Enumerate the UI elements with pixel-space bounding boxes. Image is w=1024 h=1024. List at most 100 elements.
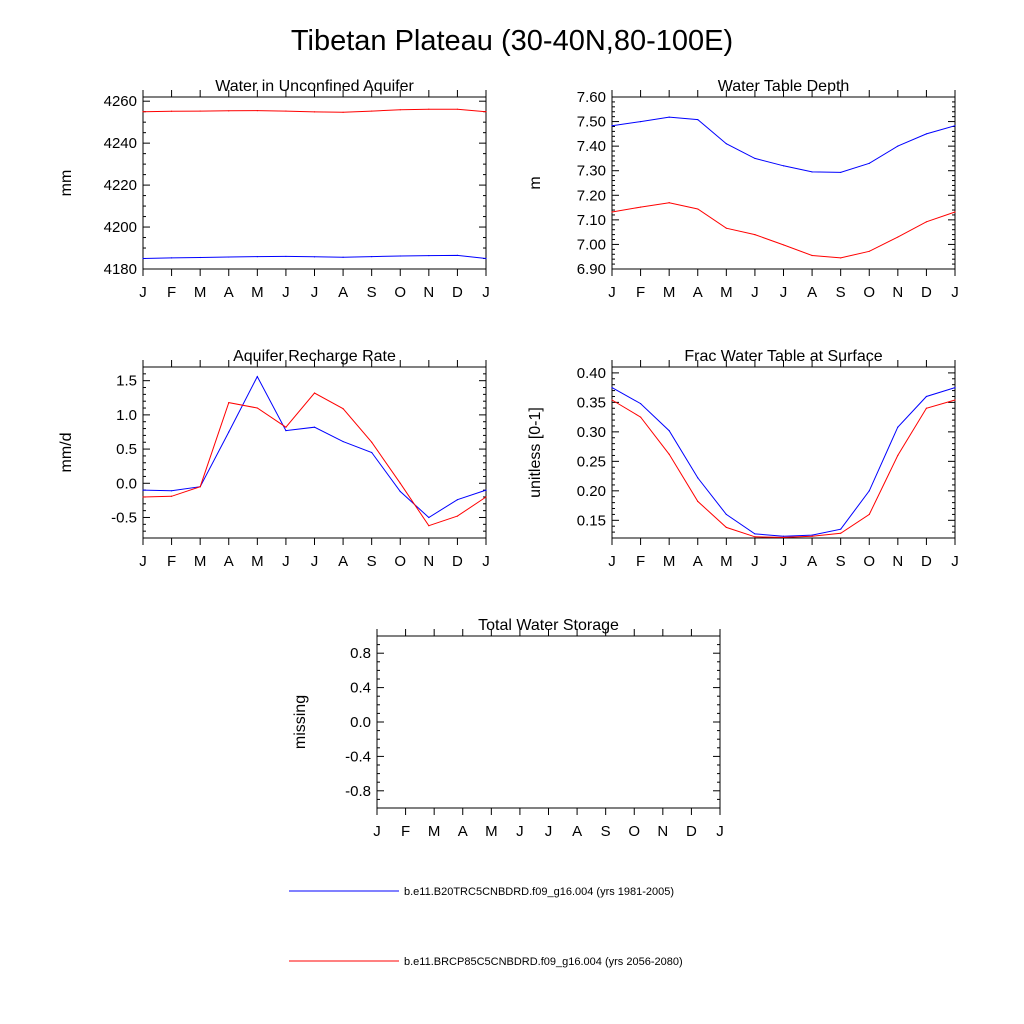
x-tick-label: J	[373, 823, 381, 840]
data-point	[485, 496, 487, 498]
data-point	[811, 171, 813, 173]
data-point	[868, 162, 870, 164]
x-tick-label: A	[224, 284, 234, 301]
x-tick-label: J	[751, 284, 759, 301]
y-tick-label: 4220	[104, 177, 137, 194]
data-point	[782, 535, 785, 537]
panel-wtd: Water Table Depth 6.90 7.00 7.10 7.20 7.30 7.4…	[527, 78, 959, 301]
data-point	[199, 486, 201, 488]
legend-label-historical: b.e11.B20TRC5CNBDRD.f09_g16.004 (yrs 198…	[404, 886, 674, 898]
x-tick-label: J	[139, 284, 147, 301]
data-point	[313, 426, 316, 428]
x-tick-label: J	[780, 553, 788, 570]
data-point	[925, 395, 928, 398]
data-point	[285, 430, 287, 432]
y-tick-label: 0.15	[577, 512, 606, 529]
x-tick-label: F	[167, 553, 176, 570]
data-point	[668, 453, 670, 455]
data-point	[697, 119, 699, 121]
data-point	[897, 145, 899, 147]
data-point	[399, 482, 401, 484]
data-point	[611, 211, 613, 213]
x-tick-label: J	[608, 284, 616, 301]
x-tick-label: M	[194, 553, 207, 570]
data-point	[782, 244, 785, 246]
data-point	[285, 110, 287, 112]
data-point	[925, 221, 928, 223]
y-axis-label: unitless [0-1]	[527, 407, 544, 498]
data-point	[725, 526, 727, 528]
y-tick-label: 7.20	[577, 187, 606, 204]
data-point	[611, 399, 613, 401]
panel-title: Total Water Storage	[478, 617, 619, 634]
y-tick-label: 4260	[104, 93, 137, 110]
data-point	[199, 110, 201, 112]
data-point	[639, 120, 642, 123]
data-point	[285, 426, 287, 428]
x-tick-label: J	[780, 284, 788, 301]
data-point	[428, 525, 430, 527]
y-tick-label: -0.5	[111, 509, 137, 526]
data-point	[725, 143, 727, 145]
data-point	[754, 536, 756, 538]
data-point	[399, 109, 401, 111]
data-point	[256, 256, 258, 258]
data-point	[371, 256, 373, 258]
y-tick-label: 7.40	[577, 138, 606, 155]
y-tick-label: 0.8	[350, 645, 371, 662]
x-tick-label: A	[338, 284, 348, 301]
panel-fracsat: Frac Water Table at Surface 0.15 0.20 0.25 0…	[527, 348, 959, 570]
data-point	[170, 490, 173, 492]
panel-title: Aquifer Recharge Rate	[233, 348, 396, 365]
chart-panels: Water in Unconfined Aquifer 4180 4200 4220 4…	[58, 78, 959, 840]
y-tick-label: 4240	[104, 135, 137, 152]
data-point	[840, 528, 842, 530]
data-point	[256, 375, 258, 378]
data-point	[754, 234, 756, 236]
data-point	[456, 108, 459, 110]
x-tick-label: J	[951, 553, 959, 570]
plot-frame	[142, 96, 487, 270]
data-point	[697, 500, 699, 503]
data-point	[428, 516, 430, 519]
y-tick-label: 4200	[104, 219, 137, 236]
y-tick-label: 0.5	[116, 441, 137, 458]
data-point	[456, 499, 459, 501]
data-point	[428, 108, 430, 110]
data-point	[285, 255, 287, 258]
series-line-0	[611, 116, 956, 173]
x-tick-label: D	[921, 553, 932, 570]
x-tick-label: S	[367, 284, 377, 301]
data-point	[639, 402, 642, 405]
data-point	[840, 532, 842, 534]
data-point	[228, 401, 230, 404]
data-point	[725, 513, 727, 516]
y-axis-label: missing	[292, 695, 309, 749]
x-tick-label: A	[807, 284, 817, 301]
x-tick-label: J	[516, 823, 524, 840]
data-point	[142, 496, 144, 498]
y-tick-label: 0.20	[577, 483, 606, 500]
x-tick-label: A	[693, 553, 703, 570]
data-point	[142, 111, 144, 113]
data-point	[342, 408, 344, 410]
data-point	[782, 165, 785, 167]
data-point	[954, 387, 956, 389]
y-axis-label: mm/d	[58, 433, 75, 473]
x-tick-label: O	[863, 553, 875, 570]
x-tick-label: J	[608, 553, 616, 570]
data-point	[428, 254, 430, 257]
data-point	[897, 454, 899, 457]
data-point	[868, 513, 870, 516]
data-point	[342, 440, 344, 443]
x-tick-label: S	[836, 284, 846, 301]
x-tick-label: M	[663, 553, 676, 570]
y-tick-label: 0.0	[116, 475, 137, 492]
x-tick-label: N	[423, 284, 434, 301]
data-point	[371, 451, 373, 454]
x-tick-label: J	[482, 553, 490, 570]
series-line-1	[611, 202, 956, 259]
data-point	[840, 257, 842, 259]
x-tick-label: J	[751, 553, 759, 570]
data-point	[199, 256, 201, 259]
